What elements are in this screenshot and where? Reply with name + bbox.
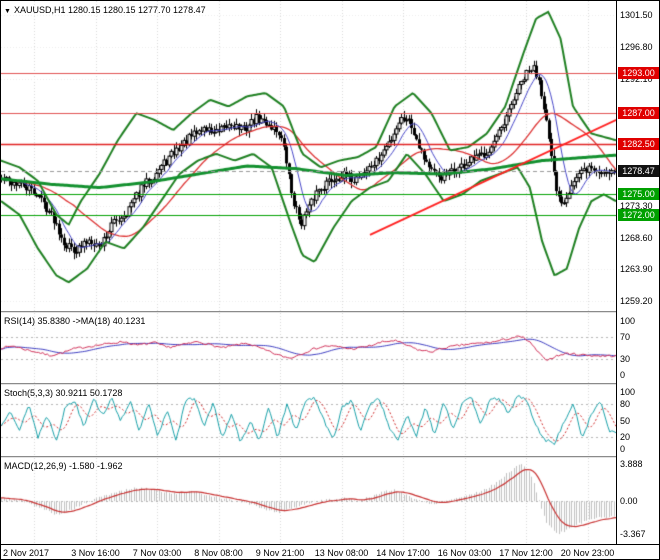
stoch-chart-canvas[interactable] xyxy=(1,385,616,456)
chevron-down-icon[interactable]: ▼ xyxy=(4,8,11,15)
axis-tick-label: 1301.50 xyxy=(620,10,653,21)
price-level-badge: 1282.50 xyxy=(618,137,659,150)
price-chart-canvas[interactable] xyxy=(1,1,616,311)
axis-tick-label: 20 xyxy=(620,432,631,443)
symbol-ohlc-title: XAUUSD,H1 1280.15 1280.15 1277.70 1278.4… xyxy=(13,5,206,15)
time-axis-label: 14 Nov 17:00 xyxy=(376,548,430,558)
axis-tick-label: 100 xyxy=(620,387,636,398)
axis-tick-label: 100 xyxy=(620,316,636,327)
axis-tick-label: 80 xyxy=(620,398,631,409)
axis-tick-label: 0 xyxy=(620,369,626,380)
time-axis-label: 3 Nov 16:00 xyxy=(71,548,120,558)
stoch-indicator-label: Stoch(5,3,3) 30.9211 50.1728 xyxy=(4,388,123,398)
price-axis[interactable]: 1301.50 1296.80 1292.10 1273.30 1268.60 1263.… xyxy=(616,1,659,544)
time-axis-label: 16 Nov 03:00 xyxy=(437,548,492,558)
axis-tick-label: 0 xyxy=(620,443,626,454)
time-axis-label: 20 Nov 23:00 xyxy=(560,548,615,558)
price-level-badge: 1287.00 xyxy=(618,107,659,120)
axis-tick-label: 1292.10 xyxy=(620,73,653,84)
price-level-badge: 1275.00 xyxy=(618,188,659,201)
time-axis-label: 8 Nov 08:00 xyxy=(194,548,243,558)
axis-tick-label: 1263.90 xyxy=(620,264,653,275)
axis-tick-label: 3.888 xyxy=(620,458,643,469)
axis-tick-label: 70 xyxy=(620,332,631,343)
price-level-badge: 1272.00 xyxy=(618,208,659,221)
axis-tick-label: 1259.20 xyxy=(620,296,653,307)
macd-indicator-label: MACD(12,26,9) -1.580 -1.962 xyxy=(4,461,123,471)
axis-tick-label: 0.00 xyxy=(620,496,638,507)
price-level-badge: 1293.00 xyxy=(618,66,659,79)
axis-tick-label: 1296.80 xyxy=(620,41,653,52)
axis-tick-label: 30 xyxy=(620,353,631,364)
axis-tick-label: 50 xyxy=(620,415,631,426)
axis-tick-label: 1268.60 xyxy=(620,232,653,243)
time-axis-label: 7 Nov 03:00 xyxy=(132,548,182,558)
chart-title: ▼ XAUUSD,H1 1280.15 1280.15 1277.70 1278.… xyxy=(4,5,206,15)
time-axis-label: 9 Nov 21:00 xyxy=(255,548,305,558)
price-level-badge: 1278.47 xyxy=(618,164,659,177)
axis-tick-label: -3.367 xyxy=(620,528,646,539)
time-axis[interactable]: 2 Nov 2017 3 Nov 16:00 7 Nov 03:00 8 Nov 08… xyxy=(1,544,659,559)
panel-splitter-rsi[interactable] xyxy=(1,311,616,313)
panel-splitter-stoch[interactable] xyxy=(1,383,616,385)
axis-tick-label: 1273.30 xyxy=(620,200,653,211)
time-axis-label: 13 Nov 08:00 xyxy=(314,548,369,558)
rsi-chart-canvas[interactable] xyxy=(1,313,616,383)
time-axis-label: 17 Nov 12:00 xyxy=(499,548,553,558)
macd-chart-canvas[interactable] xyxy=(1,458,616,544)
rsi-indicator-label: RSI(14) 35.8380 ->MA(18) 40.1231 xyxy=(4,316,146,326)
panel-splitter-macd[interactable] xyxy=(1,456,616,458)
time-axis-label: 2 Nov 2017 xyxy=(3,548,50,558)
